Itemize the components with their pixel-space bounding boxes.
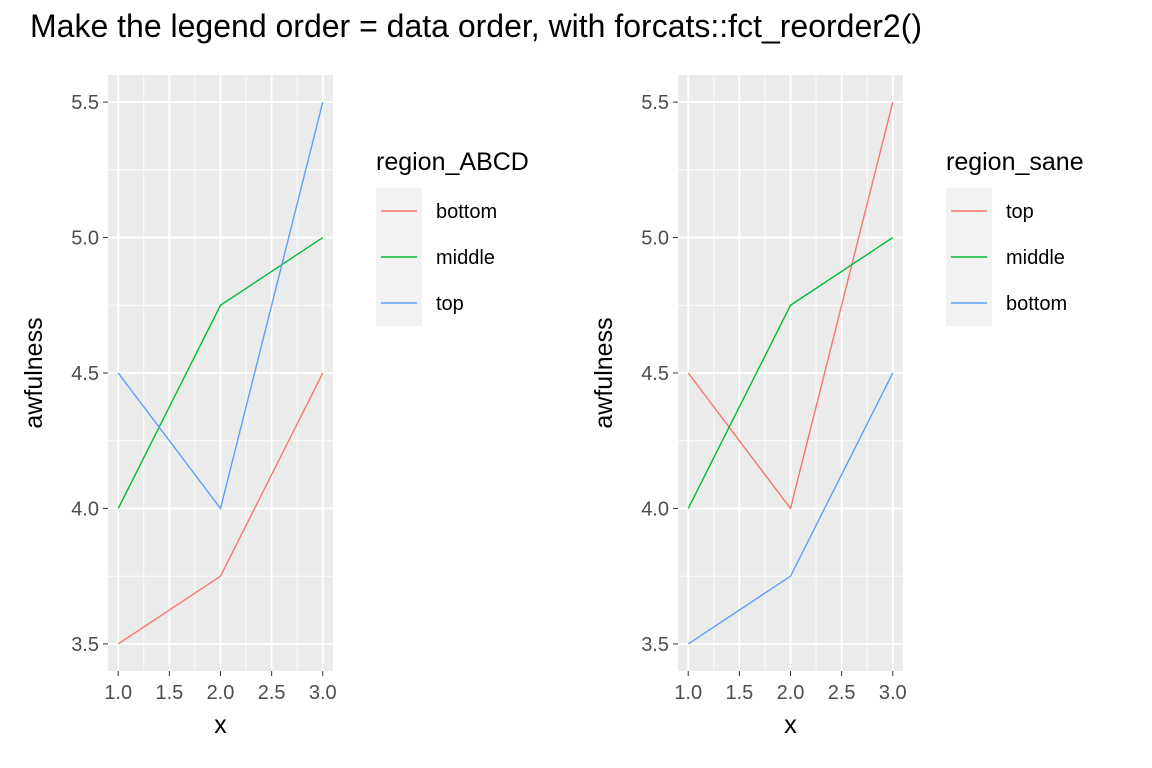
legend-title: region_sane [946,148,1084,176]
series-line-bottom [687,372,894,645]
legend-label: middle [1006,247,1065,269]
series-line-bottom [117,372,324,645]
chart-panel-1: 1.0 1.5 2.0 2.5 3.0 3.5 4.0 4.5 5.0 5.5 x awfulness… [20,75,529,739]
y-tick-label: 5.5 [71,92,99,114]
x-tick-label: 1.5 [155,682,183,704]
x-tick-label: 1.5 [725,682,753,704]
x-tick-label: 1.0 [674,682,702,704]
x-tick-label: 3.0 [309,682,337,704]
x-tick-label: 1.0 [104,682,132,704]
series-line-top [117,101,324,511]
x-tick-label: 2.0 [777,682,805,704]
legend-label: top [1006,201,1034,223]
y-tick-label: 5.0 [641,228,669,250]
legend-label: bottom [436,201,497,223]
y-tick-label: 5.0 [71,228,99,250]
y-tick-label: 3.5 [641,634,669,656]
series-line-top [687,101,894,511]
y-tick-label: 3.5 [71,634,99,656]
x-tick-label: 2.5 [258,682,286,704]
y-tick-label: 4.0 [71,498,99,520]
x-axis-title: x [214,711,227,739]
y-tick-label: 4.0 [641,498,669,520]
x-tick-label: 3.0 [879,682,907,704]
x-axis-title: x [784,711,797,739]
y-axis-title: awfulness [20,317,48,428]
chart-panel-2: 1.0 1.5 2.0 2.5 3.0 3.5 4.0 4.5 5.0 5.5 x awfulness… [590,75,1084,739]
series-line-middle [687,236,894,509]
x-tick-label: 2.0 [207,682,235,704]
y-axis-title: awfulness [590,317,618,428]
legend-label: top [436,293,464,315]
y-tick-label: 5.5 [641,92,669,114]
legend-label: middle [436,247,495,269]
y-tick-label: 4.5 [641,363,669,385]
y-tick-label: 4.5 [71,363,99,385]
series-line-middle [117,236,324,509]
legend-title: region_ABCD [376,148,529,176]
legend-label: bottom [1006,293,1067,315]
page-title: Make the legend order = data order, with… [30,8,923,44]
x-tick-label: 2.5 [828,682,856,704]
